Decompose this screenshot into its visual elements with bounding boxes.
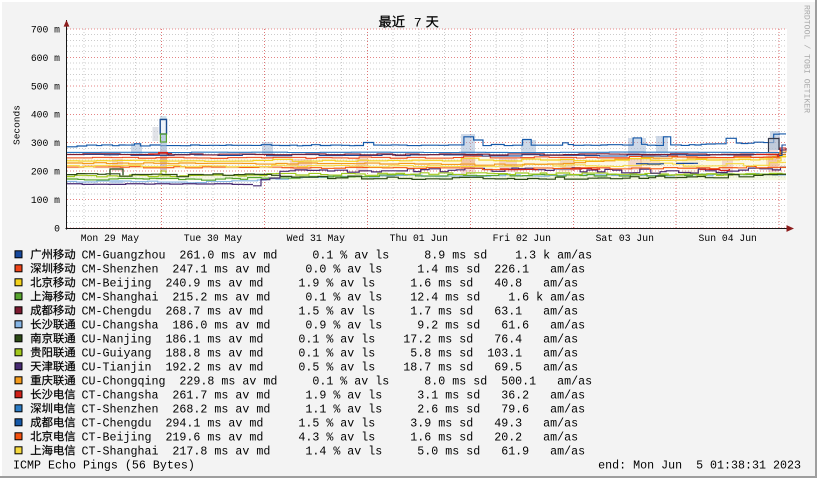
svg-text:CU-Guiyang 188.8 ms av md: CU-Guiyang 188.8 ms av md 0.1 % av ls 5.… (82, 346, 579, 360)
svg-text:7: 7 (414, 16, 422, 31)
svg-text:200 m: 200 m (31, 167, 60, 178)
svg-text:Sun 04 Jun: Sun 04 Jun (699, 233, 757, 244)
svg-text:CT-Chengdu 294.1 ms av md: CT-Chengdu 294.1 ms av md 1.5 % av ls 3.… (82, 416, 579, 430)
svg-text:CM-Shanghai 215.2 ms av md: CM-Shanghai 215.2 ms av md 0.1 % av ls 1… (82, 290, 586, 304)
svg-text:CT-Shanghai 217.8 ms av md: CT-Shanghai 217.8 ms av md 1.4 % av ls 5… (82, 444, 586, 458)
svg-text:0: 0 (54, 223, 60, 234)
svg-text:CT-Beijing 219.6 ms av md: CT-Beijing 219.6 ms av md 4.3 % av ls 1.… (82, 430, 579, 444)
svg-text:CU-Chongqing 229.8 ms av md: CU-Chongqing 229.8 ms av md 0.1 % av ls … (82, 374, 593, 388)
svg-text:CU-Nanjing 186.1 ms av md: CU-Nanjing 186.1 ms av md 0.1 % av ls 17… (82, 332, 579, 346)
svg-text:100 m: 100 m (31, 195, 60, 206)
svg-text:400 m: 400 m (31, 110, 60, 121)
svg-text:RRDTOOL / TOBI OETIKER: RRDTOOL / TOBI OETIKER (801, 5, 811, 113)
svg-text:CM-Guangzhou 261.0 ms av md: CM-Guangzhou 261.0 ms av md 0.1 % av ls … (82, 248, 593, 262)
svg-text:Seconds: Seconds (12, 105, 23, 145)
svg-text:Sat 03 Jun: Sat 03 Jun (596, 233, 654, 244)
svg-text:CM-Shenzhen 247.1 ms av md: CM-Shenzhen 247.1 ms av md 0.0 % av ls 1… (82, 262, 586, 276)
svg-text:CU-Tianjin 192.2 ms av md: CU-Tianjin 192.2 ms av md 0.5 % av ls 18… (82, 360, 579, 374)
svg-text:ICMP Echo Pings (56 Bytes): ICMP Echo Pings (56 Bytes) (13, 459, 195, 473)
svg-text:Tue 30 May: Tue 30 May (184, 233, 242, 244)
svg-text:CU-Changsha 186.0 ms av md: CU-Changsha 186.0 ms av md 0.9 % av ls 9… (82, 318, 586, 332)
svg-text:end: Mon Jun 5 01:38:31 2023: end: Mon Jun 5 01:38:31 2023 (598, 459, 801, 473)
svg-text:700 m: 700 m (31, 24, 60, 35)
svg-text:CT-Shenzhen 268.2 ms av md: CT-Shenzhen 268.2 ms av md 1.1 % av ls 2… (82, 402, 586, 416)
svg-text:600 m: 600 m (31, 53, 60, 64)
svg-text:Mon 29 May: Mon 29 May (81, 233, 139, 244)
svg-text:Thu 01 Jun: Thu 01 Jun (390, 233, 448, 244)
svg-text:500 m: 500 m (31, 81, 60, 92)
svg-text:CM-Chengdu 268.7 ms av md: CM-Chengdu 268.7 ms av md 1.5 % av ls 1.… (82, 304, 579, 318)
svg-text:Fri 02 Jun: Fri 02 Jun (493, 233, 551, 244)
svg-text:CT-Changsha 261.7 ms av md: CT-Changsha 261.7 ms av md 1.9 % av ls 3… (82, 388, 586, 402)
svg-text:CM-Beijing 240.9 ms av md: CM-Beijing 240.9 ms av md 1.9 % av ls 1.… (82, 276, 579, 290)
svg-text:Wed 31 May: Wed 31 May (287, 233, 345, 244)
svg-text:300 m: 300 m (31, 138, 60, 149)
